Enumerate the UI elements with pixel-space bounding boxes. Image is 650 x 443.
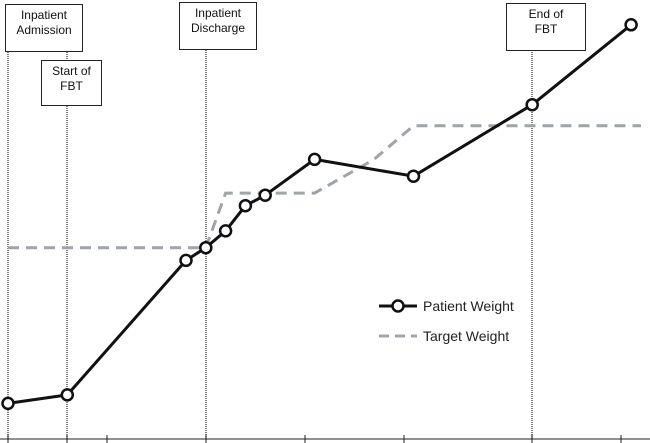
patient-weight-point (1, 396, 15, 411)
annotation-end-of-fbt: End of FBT (506, 3, 586, 51)
annotation-inpatient-admission: Inpatient Admission (5, 4, 83, 52)
patient-weight-point (238, 198, 253, 213)
target-weight-line (8, 124, 641, 250)
patient-weight-point (258, 188, 272, 202)
annotation-inpatient-discharge: Inpatient Discharge (179, 2, 257, 50)
annotation-line: Inpatient (20, 8, 68, 22)
target-weight-series (8, 124, 641, 250)
annotation-line: Start of (52, 64, 91, 78)
annotation-line: Discharge (190, 21, 246, 35)
annotation-line: Admission (16, 23, 72, 37)
legend-label: Target Weight (423, 328, 510, 344)
patient-weight-point (179, 253, 193, 268)
target-weight-legend-icon (379, 334, 417, 338)
annotation-line: FBT (60, 79, 83, 93)
patient-weight-point (199, 240, 213, 255)
patient-weight-point (525, 97, 539, 112)
legend-label: Patient Weight (423, 298, 514, 314)
annotation-line: End of (528, 7, 564, 21)
patient-weight-point (307, 152, 322, 167)
annotation-line: Inpatient (194, 6, 242, 20)
patient-weight-point (624, 18, 638, 32)
patient-weight-legend-icon (379, 299, 417, 313)
annotation-line: FBT (534, 22, 558, 36)
patient-weight-point (218, 224, 233, 238)
x-axis (0, 435, 650, 443)
annotation-start-of-fbt: Start of FBT (41, 60, 102, 106)
patient-weight-series (1, 18, 638, 411)
patient-weight-point (406, 169, 421, 183)
patient-weight-point (60, 388, 75, 402)
